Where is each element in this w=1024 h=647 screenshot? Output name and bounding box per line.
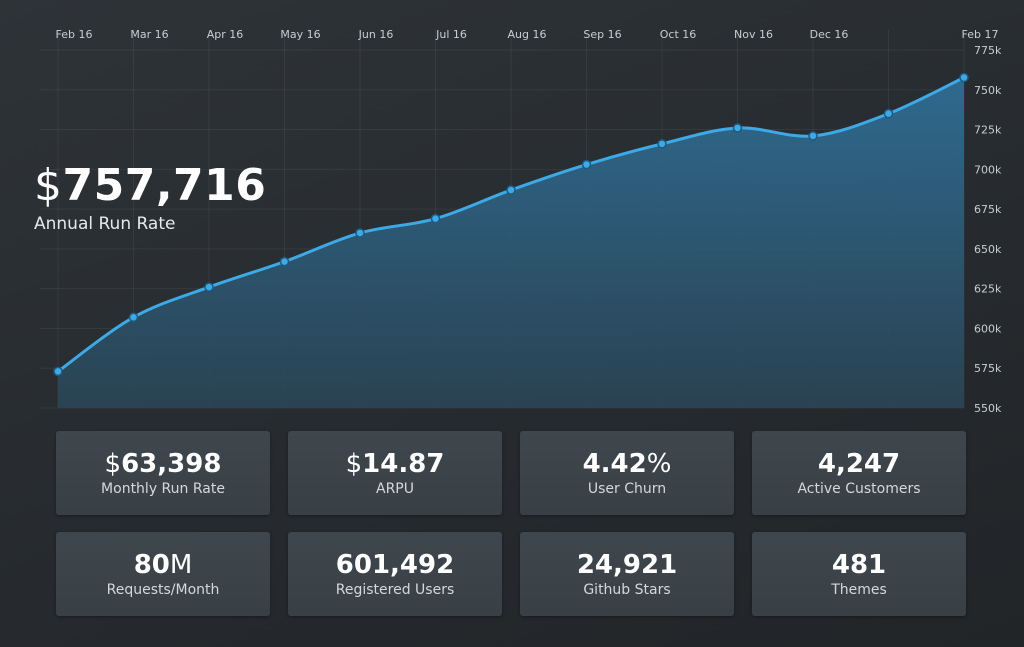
metric-card-requests-per-month: 80M Requests/Month — [56, 532, 270, 616]
currency-symbol: $ — [34, 160, 63, 211]
y-tick-label: 575k — [974, 362, 1002, 375]
x-tick-label: Jun 16 — [358, 28, 394, 41]
metric-value: 80M — [56, 549, 270, 581]
metric-value: 24,921 — [520, 549, 734, 581]
y-tick-label: 625k — [974, 283, 1002, 296]
metric-label: User Churn — [587, 481, 667, 497]
x-tick-label: Feb 16 — [56, 28, 93, 41]
y-tick-label: 725k — [974, 124, 1002, 137]
metric-label: Themes — [831, 582, 887, 598]
chart-data-point — [657, 139, 667, 149]
metric-number: 4.42 — [582, 449, 647, 479]
y-tick-label: 700k — [974, 163, 1002, 176]
x-tick-label: May 16 — [280, 28, 320, 41]
chart-data-point — [883, 108, 894, 119]
metric-prefix: $ — [345, 449, 363, 479]
x-tick-label: Apr 16 — [207, 28, 244, 41]
x-tick-label: Sep 16 — [583, 28, 621, 41]
metric-label: Github Stars — [583, 582, 671, 598]
chart-area-fill — [58, 77, 964, 408]
metric-number: 601,492 — [335, 550, 455, 580]
metric-suffix: % — [646, 449, 672, 479]
metric-suffix: M — [169, 550, 193, 580]
y-tick-label: 775k — [974, 44, 1002, 57]
metric-label: Active Customers — [797, 481, 921, 497]
metric-number: 63,398 — [121, 449, 222, 479]
x-tick-label: Mar 16 — [130, 28, 168, 41]
headline: $757,716 Annual Run Rate — [34, 160, 266, 234]
metric-card-active-customers: 4,247 Active Customers — [752, 431, 966, 515]
annual-run-rate-number: 757,716 — [62, 160, 267, 211]
chart-data-point — [355, 228, 365, 238]
metric-card-registered-users: 601,492 Registered Users — [288, 532, 502, 616]
metric-number: 4,247 — [817, 449, 901, 479]
metric-value: $14.87 — [288, 448, 502, 480]
metric-value: 601,492 — [288, 549, 502, 581]
chart-data-point — [430, 213, 441, 224]
chart-data-point — [732, 123, 743, 133]
metric-card-arpu: $14.87 ARPU — [288, 431, 502, 515]
chart-y-axis: 550k 575k 600k 625k 650k 675k 700k 725k 750k 775k — [974, 44, 1002, 415]
chart-data-point — [53, 366, 63, 377]
chart-data-point — [959, 72, 969, 83]
y-tick-label: 675k — [974, 203, 1002, 216]
metric-label: Requests/Month — [106, 582, 220, 598]
chart-data-point — [506, 185, 516, 195]
run-rate-chart: Feb 16 Mar 16 Apr 16 May 16 Jun 16 Jul 16 Aug … — [53, 28, 1002, 415]
x-tick-label: Nov 16 — [734, 28, 773, 41]
metric-card-monthly-run-rate: $63,398 Monthly Run Rate — [56, 431, 270, 515]
metric-label: Monthly Run Rate — [101, 481, 225, 497]
metric-label: ARPU — [376, 481, 414, 497]
chart-data-point — [279, 256, 290, 267]
chart-data-point — [204, 282, 214, 292]
x-tick-label: Aug 16 — [508, 28, 547, 41]
x-tick-label: Oct 16 — [660, 28, 697, 41]
metric-value: 4.42% — [520, 448, 734, 480]
metric-card-themes: 481 Themes — [752, 532, 966, 616]
metric-prefix: $ — [104, 449, 122, 479]
metric-card-user-churn: 4.42% User Churn — [520, 431, 734, 515]
metric-value: 481 — [752, 549, 966, 581]
x-tick-label: Dec 16 — [810, 28, 849, 41]
chart-data-point — [808, 131, 818, 141]
y-tick-label: 650k — [974, 243, 1002, 256]
chart-data-point — [581, 159, 592, 170]
annual-run-rate-label: Annual Run Rate — [34, 214, 176, 234]
chart-points — [53, 72, 969, 377]
metric-value: $63,398 — [56, 448, 270, 480]
chart-data-point — [128, 312, 139, 323]
metric-number: 24,921 — [576, 550, 678, 580]
chart-x-axis: Feb 16 Mar 16 Apr 16 May 16 Jun 16 Jul 16 Aug … — [56, 28, 999, 41]
metric-number: 14.87 — [362, 449, 445, 479]
metric-number: 481 — [831, 550, 887, 580]
annual-run-rate-value: $757,716 — [34, 160, 266, 212]
metric-card-github-stars: 24,921 Github Stars — [520, 532, 734, 616]
metric-label: Registered Users — [335, 582, 455, 598]
metric-number: 80 — [133, 550, 170, 580]
y-tick-label: 600k — [974, 322, 1002, 335]
y-tick-label: 550k — [974, 402, 1002, 415]
x-tick-label: Feb 17 — [962, 28, 999, 41]
y-tick-label: 750k — [974, 84, 1002, 97]
x-tick-label: Jul 16 — [435, 28, 467, 41]
metric-value: 4,247 — [752, 448, 966, 480]
